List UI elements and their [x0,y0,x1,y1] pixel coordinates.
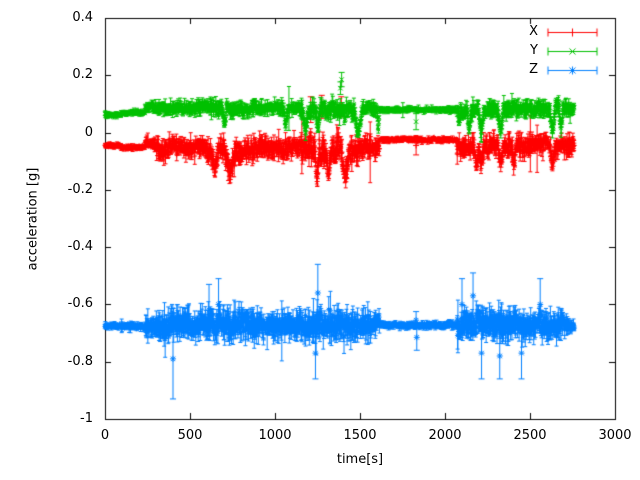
legend-label-Y: Y [530,43,538,58]
y-tick-label-2: 0 [84,124,93,140]
y-tick-label-0: 0.4 [72,10,93,25]
legend-label-Z: Z [529,62,538,77]
y-tick-label-6: -0.8 [67,353,93,369]
x-tick-label-2: 1000 [258,428,292,443]
x-axis-title: time[s] [336,452,384,467]
x-tick-label-5: 2500 [513,428,547,443]
x-tick-label-1: 500 [177,428,203,443]
y-tick-label-4: -0.4 [67,239,93,255]
y-tick-label-5: -0.6 [67,296,93,312]
x-tick-label-3: 1500 [343,428,377,443]
legend-label-X: X [529,24,538,39]
x-tick-label-0: 0 [100,428,110,443]
x-tick-label-6: 3000 [598,428,632,443]
y-tick-label-3: -0.2 [67,181,93,197]
x-tick-label-4: 2000 [428,428,462,443]
y-tick-label-1: 0.2 [72,67,93,83]
y-tick-label-7: -1 [80,411,93,426]
